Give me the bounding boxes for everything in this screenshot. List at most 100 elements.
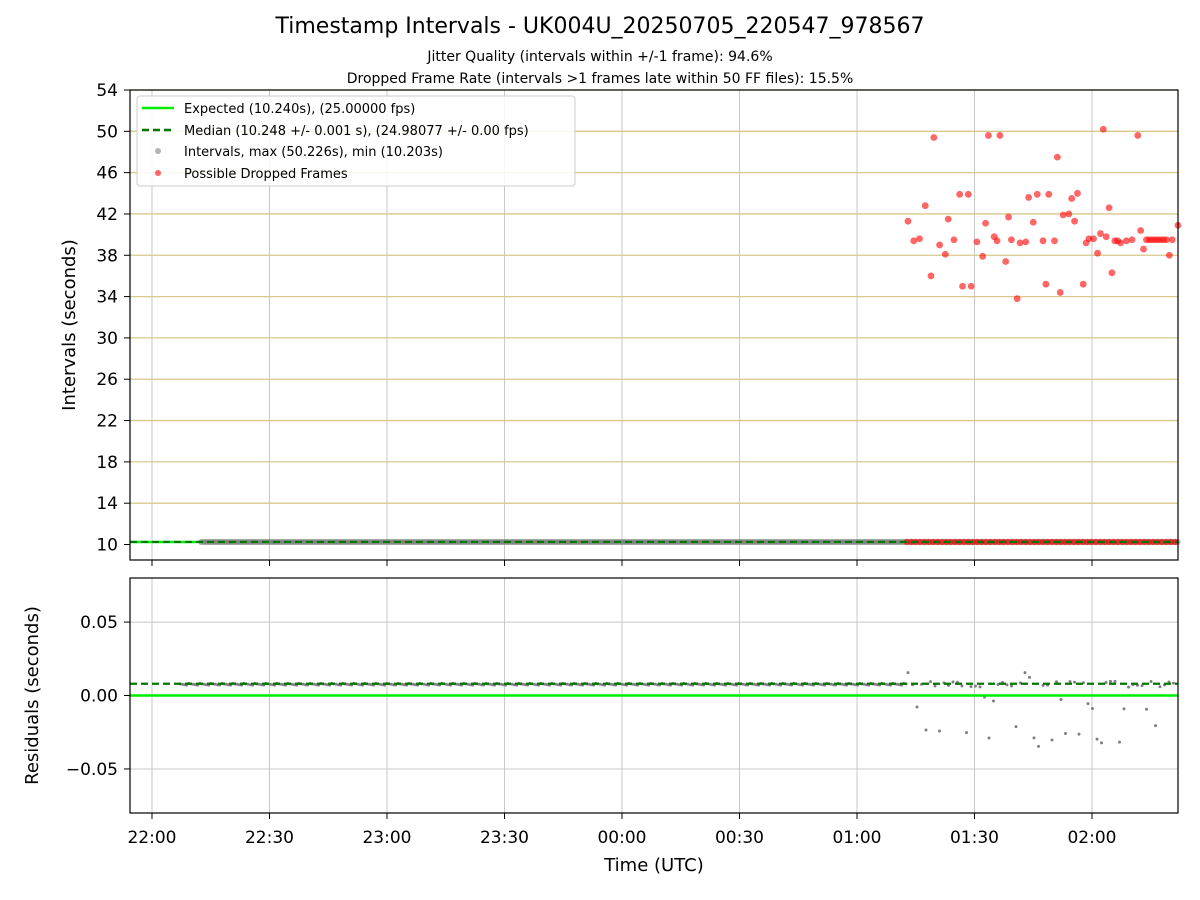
- dropped-frame-point: [1140, 245, 1147, 253]
- y-tick-label-bottom: 0.05: [80, 613, 118, 633]
- dropped-frame-point: [1053, 153, 1061, 161]
- y-tick-label-top: 46: [96, 164, 118, 184]
- dropped-frame-point: [904, 217, 912, 225]
- dropped-baseline-point: [1026, 538, 1034, 546]
- dropped-frame-point: [996, 132, 1004, 139]
- y-tick-label-bottom: −0.05: [66, 760, 118, 780]
- residual-point: [1005, 683, 1009, 687]
- residual-point: [992, 699, 995, 703]
- dropped-baseline-point: [916, 538, 924, 546]
- residual-point: [1127, 685, 1130, 689]
- residual-point: [951, 680, 955, 684]
- dropped-frame-point: [1051, 237, 1058, 245]
- x-tick-label: 23:30: [480, 828, 529, 848]
- residual-point: [1068, 680, 1072, 684]
- residual-point: [1113, 679, 1117, 683]
- x-tick-label: 02:00: [1067, 828, 1116, 848]
- dropped-baseline-point: [960, 538, 968, 546]
- dropped-frame-point: [927, 272, 935, 280]
- x-tick-label: 22:30: [245, 828, 294, 848]
- dropped-frame-point: [1108, 269, 1116, 277]
- residual-point: [974, 684, 977, 688]
- residual-point: [996, 683, 1000, 687]
- dropped-frame-rate-subtitle: Dropped Frame Rate (intervals >1 frames …: [346, 71, 854, 87]
- dropped-frame-point: [1042, 280, 1050, 288]
- legend: Expected (10.240s), (25.00000 fps) Media…: [136, 95, 576, 187]
- dropped-frame-point: [993, 237, 1001, 245]
- chart-title: Timestamp Intervals - UK004U_20250705_22…: [275, 14, 925, 39]
- dropped-frame-point: [1039, 237, 1047, 245]
- dropped-frame-point: [1045, 190, 1053, 198]
- x-tick-label: 01:00: [832, 828, 881, 848]
- x-tick-label: 22:00: [127, 828, 176, 848]
- y-tick-label-top: 34: [96, 288, 118, 308]
- dropped-frame-point: [910, 237, 918, 245]
- dropped-baseline-point: [1004, 538, 1012, 546]
- y-tick-label-top: 22: [96, 412, 118, 432]
- dropped-frame-point: [1074, 189, 1081, 197]
- dropped-frame-point: [916, 235, 923, 243]
- residual-point: [915, 705, 919, 709]
- residual-point: [1095, 737, 1099, 741]
- residual-point: [1140, 684, 1144, 688]
- dropped-frame-point: [1090, 235, 1097, 243]
- dropped-frame-point: [1013, 295, 1021, 303]
- intervals-plot: 10 14 18 22 26 30 34 38 42 46 50 54 Intervals (seco…: [59, 81, 1182, 566]
- dropped-frame-point: [973, 238, 981, 246]
- residual-point: [1073, 680, 1076, 684]
- dropped-frame-point: [1056, 289, 1064, 296]
- y-tick-label-top: 10: [96, 536, 118, 556]
- residual-point: [1077, 732, 1081, 736]
- x-tick-label: 01:30: [950, 828, 999, 848]
- dropped-frame-point: [930, 134, 938, 141]
- residual-point: [1086, 702, 1090, 706]
- dropped-baseline-point: [1136, 538, 1144, 546]
- dropped-frame-point: [1105, 204, 1113, 212]
- residual-point: [1109, 679, 1112, 683]
- dropped-frame-point: [1099, 125, 1107, 133]
- residual-point: [1122, 707, 1126, 711]
- dropped-frame-point: [985, 132, 992, 139]
- residual-point: [978, 685, 982, 689]
- dropped-frame-point: [1071, 217, 1078, 225]
- dropped-baseline-point: [938, 538, 946, 546]
- residual-point: [1023, 671, 1027, 675]
- dropped-frame-point: [1163, 236, 1170, 244]
- residuals-plot: 22:00 22:30 23:00 23:30 00:00 00:30 01:00 01:30…: [22, 577, 1179, 876]
- intervals-y-axis-label: Intervals (seconds): [59, 239, 80, 411]
- legend-dropped-swatch: [155, 170, 161, 176]
- x-tick-label: 00:30: [715, 828, 764, 848]
- dropped-frame-point: [1029, 218, 1037, 226]
- legend-median-label: Median (10.248 +/- 0.001 s), (24.98077 +…: [184, 124, 529, 139]
- residual-point: [1059, 697, 1063, 701]
- dropped-frame-point: [1005, 213, 1012, 221]
- dropped-frame-point: [1165, 251, 1173, 259]
- residual-point: [1158, 685, 1162, 689]
- residual-point: [1055, 680, 1058, 684]
- x-tick-label: 23:00: [362, 828, 411, 848]
- dropped-baseline-point: [1092, 538, 1100, 546]
- dropped-frame-point: [1025, 194, 1033, 201]
- residual-point: [1118, 740, 1121, 744]
- residual-point: [1145, 707, 1148, 711]
- residual-point: [1091, 707, 1094, 711]
- residual-point: [1154, 724, 1157, 728]
- dropped-frame-point: [1022, 238, 1030, 246]
- residual-point: [1172, 681, 1175, 685]
- dropped-frame-point: [1097, 230, 1104, 237]
- dropped-frame-point: [1122, 237, 1130, 245]
- dropped-frame-point: [1128, 236, 1136, 244]
- dropped-frame-point: [964, 190, 972, 198]
- residual-point: [1064, 731, 1067, 735]
- y-tick-label-top: 18: [96, 453, 118, 473]
- x-tick-label: 00:00: [597, 828, 646, 848]
- residual-point: [960, 684, 964, 688]
- residual-point: [969, 685, 973, 689]
- y-tick-label-top: 14: [96, 494, 118, 514]
- y-tick-label-top: 42: [96, 205, 118, 225]
- legend-intervals-label: Intervals, max (50.226s), min (10.203s): [184, 145, 443, 160]
- residual-point: [906, 671, 910, 675]
- dropped-frame-point: [1065, 210, 1073, 218]
- dropped-frame-point: [1008, 236, 1015, 244]
